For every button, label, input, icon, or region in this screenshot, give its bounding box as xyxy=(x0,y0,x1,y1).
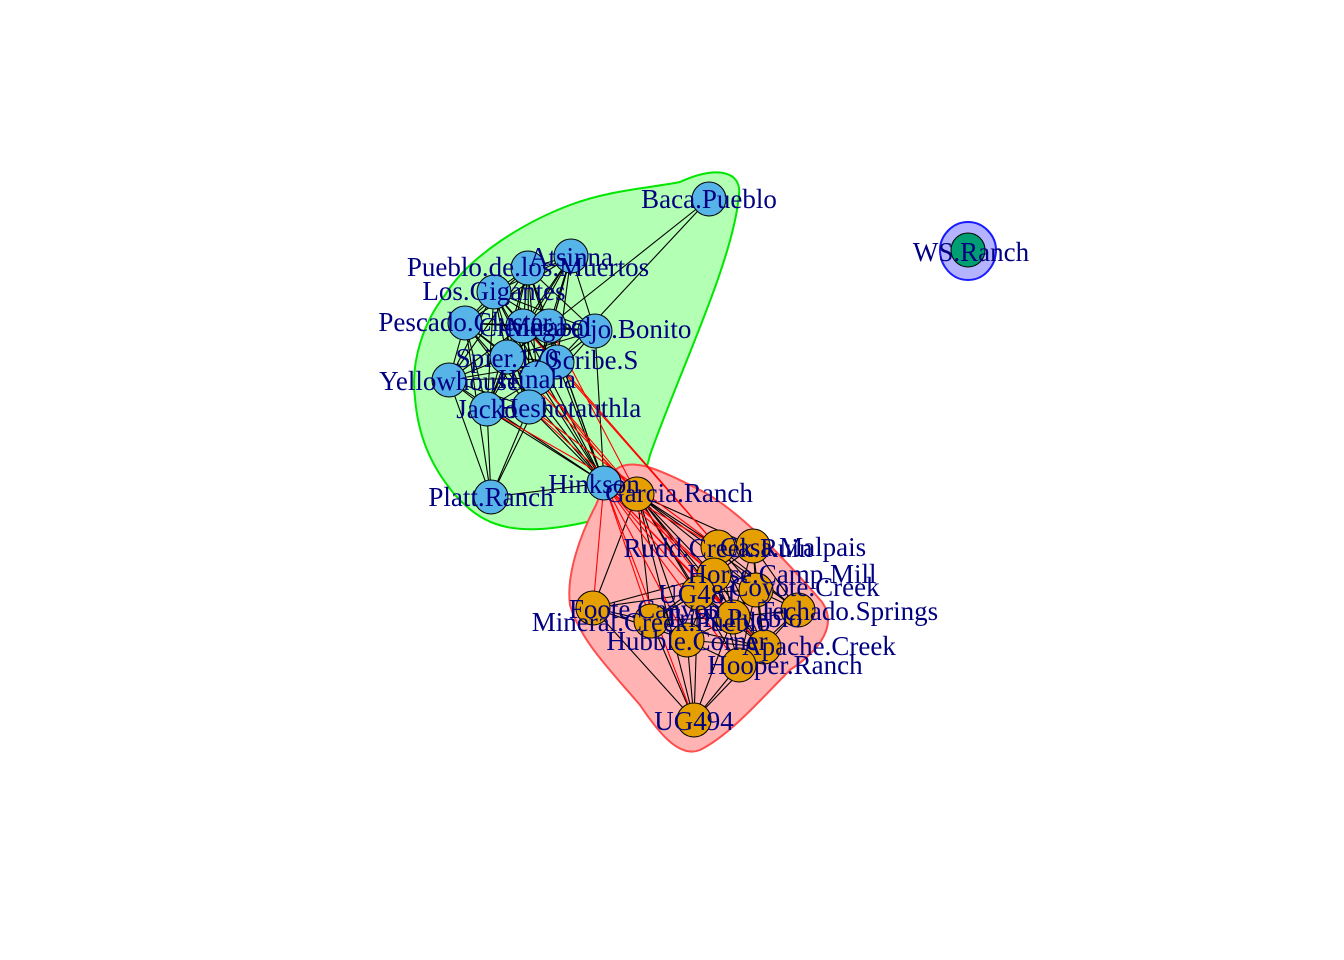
graph-edge xyxy=(592,607,695,721)
graph-edge xyxy=(490,482,605,498)
graph-edge xyxy=(592,592,699,609)
graph-edge xyxy=(636,493,688,641)
graph-edge xyxy=(603,482,699,594)
graph-edge xyxy=(636,493,757,591)
node-techado-springs xyxy=(780,592,816,628)
graph-edge xyxy=(556,361,605,484)
graph-edge xyxy=(693,616,734,721)
node-label: UG481 xyxy=(658,579,738,609)
graph-edge xyxy=(464,255,572,324)
graph-edge xyxy=(486,267,529,410)
node-pueblo-de-los-muertos xyxy=(510,250,546,286)
graph-edge xyxy=(548,198,710,327)
node-label: UG494 xyxy=(654,706,734,736)
node-label: Coyote.Creek xyxy=(730,572,880,602)
node-label: Yellowhouse xyxy=(379,366,519,396)
node-label: Baca.Pueblo xyxy=(641,184,777,214)
node-label: Hubble.Corner xyxy=(606,626,767,656)
node-label: Hinkson xyxy=(548,469,640,499)
graph-edge xyxy=(636,493,734,618)
node-label: Pescado.Cluster xyxy=(378,307,551,337)
cluster-hull-1 xyxy=(413,171,741,531)
graph-nodes xyxy=(431,181,986,738)
node-ug481 xyxy=(680,575,716,611)
graph-edge xyxy=(528,406,719,548)
node-label: Rudd.Creek.Ruin xyxy=(624,533,813,563)
node-jacko xyxy=(469,391,505,427)
node-foote-canyon xyxy=(575,590,611,626)
node-mirabal xyxy=(531,308,567,344)
node-label: Hinaha xyxy=(498,364,576,394)
node-mineral-creek-pueblo xyxy=(633,603,669,639)
node-garcia-ranch xyxy=(619,476,655,512)
node-label: Hooper.Ranch xyxy=(707,650,863,680)
graph-edge xyxy=(650,620,695,721)
node-label: Atsinna xyxy=(529,242,613,272)
node-label: Heshotauthla xyxy=(499,393,641,423)
node-label: Mirabal xyxy=(506,312,591,342)
graph-edge xyxy=(486,408,605,484)
node-label: Apache.Creek xyxy=(742,631,896,661)
node-heshotauthla xyxy=(511,389,547,425)
node-label: Spier.170 xyxy=(456,343,559,373)
node-hubble-corner xyxy=(669,622,705,658)
graph-edge xyxy=(522,325,605,484)
node-label: Scribe.S xyxy=(548,345,639,375)
node-los-gigantes xyxy=(476,274,512,310)
node-casa-malpais xyxy=(735,528,771,564)
node-label: Foote.Canyon xyxy=(569,594,722,624)
node-label: Ojo.Bonito xyxy=(571,314,692,344)
node-label: Los.Gigantes xyxy=(422,276,565,306)
node-label: Horse.Camp.Mill xyxy=(688,559,877,589)
graph-edge xyxy=(636,493,715,576)
node-label: Garcia.Ranch xyxy=(605,478,753,508)
node-apache-creek xyxy=(746,629,782,665)
graph-edge xyxy=(486,291,495,410)
node-atsinna xyxy=(553,238,589,274)
node-labels: Baca.Pueblo AtsinnaPueblo.de.los.MuertosL… xyxy=(378,184,1029,736)
node-label: Platt.Ranch xyxy=(428,482,554,512)
node-label: Pueblo.de.los.Muertos xyxy=(407,252,649,282)
node-label: WS.Ranch xyxy=(913,237,1030,267)
graph-edge xyxy=(603,482,695,721)
node-ug494 xyxy=(676,702,712,738)
graph-edge xyxy=(650,620,765,648)
graph-edge xyxy=(592,482,605,609)
node-yellowhouse xyxy=(431,362,467,398)
graph-edge xyxy=(603,482,740,666)
node-coyote-creek xyxy=(738,572,774,608)
node-baca-pueblo xyxy=(691,181,727,217)
node-hooper-ranch xyxy=(721,647,757,683)
graph-edge xyxy=(693,592,699,721)
graph-edge xyxy=(448,379,492,498)
node-ws-ranch xyxy=(950,232,986,268)
node-ojo-bonito xyxy=(577,313,613,349)
graph-edge xyxy=(636,493,695,721)
node-hinkson xyxy=(586,465,622,501)
node-label: Casa.Malpais xyxy=(720,532,866,562)
node-platt-ranch xyxy=(473,479,509,515)
node-tri-r-pueblo xyxy=(715,599,751,635)
graph-edge xyxy=(603,482,688,641)
node-label: Jacko xyxy=(456,394,517,424)
graph-edge xyxy=(603,482,652,622)
node-label: Tri.R.Pueblo xyxy=(664,603,803,633)
graph-edge xyxy=(556,255,572,363)
graph-edge xyxy=(528,406,605,484)
node-pescado-cluster xyxy=(447,305,483,341)
node-label: Mineral.Creek.Pueblo xyxy=(532,607,770,637)
node-label: Techado.Springs xyxy=(758,596,938,626)
node-spier-170 xyxy=(489,339,525,375)
node-label: Cienega xyxy=(479,312,567,342)
